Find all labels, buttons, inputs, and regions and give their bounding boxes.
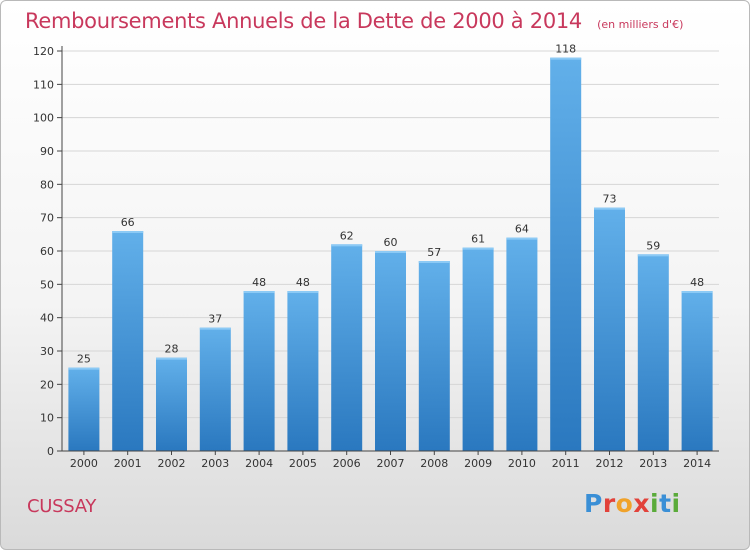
bar	[462, 247, 494, 451]
logo-letter: x	[633, 489, 650, 518]
x-tick-label: 2006	[333, 457, 361, 470]
label-layer: 25 66 28 37 48 48 62 60 57 61 64 118 73 59 48	[77, 43, 704, 366]
proxiti-logo: Proxiti	[584, 489, 681, 518]
bar-cap	[681, 291, 713, 293]
data-label: 48	[690, 276, 704, 289]
x-tick-label: 2002	[158, 457, 186, 470]
bar-cap	[375, 251, 406, 253]
bar-cap	[594, 207, 625, 210]
x-tick-label: 2005	[289, 457, 317, 470]
y-tick-label: 110	[33, 78, 54, 91]
bar	[594, 207, 625, 451]
x-tick-label: 2014	[683, 457, 711, 470]
bar-cap	[637, 254, 669, 257]
logo-letter: r	[602, 489, 616, 518]
x-tick-label: 2012	[596, 457, 624, 470]
data-label: 37	[208, 313, 222, 326]
y-tick-label: 50	[40, 278, 54, 291]
data-label: 61	[471, 233, 485, 246]
x-tick-label: 2007	[377, 457, 405, 470]
logo-letter: i	[650, 489, 660, 518]
data-label: 62	[340, 229, 354, 242]
bar	[68, 367, 100, 451]
bar	[156, 357, 187, 451]
x-tick-label: 2011	[552, 457, 580, 470]
logo-letter: i	[671, 489, 681, 518]
data-label: 48	[252, 276, 266, 289]
city-name: CUSSAY	[27, 496, 97, 517]
x-tick-label: 2003	[201, 457, 229, 470]
data-label: 28	[165, 343, 179, 356]
x-tick-label: 2004	[245, 457, 273, 470]
bar-cap	[550, 57, 582, 60]
logo-letter: t	[659, 489, 672, 518]
y-tick-label: 0	[47, 445, 54, 458]
bar	[331, 244, 363, 451]
data-label: 66	[121, 216, 135, 229]
bar	[287, 291, 319, 451]
data-label: 59	[646, 239, 660, 252]
logo-letter: P	[584, 489, 603, 518]
bar	[243, 291, 275, 451]
data-label: 48	[296, 276, 310, 289]
data-label: 73	[603, 193, 617, 206]
x-tick-label: 2000	[70, 457, 98, 470]
axis-layer: 0 10 20 30 40 50 60 70 80 90 100 110 120 2000 2001 2002…	[33, 45, 719, 470]
logo-letter: o	[615, 489, 634, 518]
x-tick-label: 2008	[420, 457, 448, 470]
chart-title: Remboursements Annuels de la Dette de 20…	[25, 9, 582, 33]
y-tick-label: 40	[40, 312, 54, 325]
y-tick-label: 10	[40, 412, 54, 425]
y-tick-label: 90	[40, 145, 54, 158]
x-tick-label: 2001	[114, 457, 142, 470]
data-label: 118	[555, 43, 576, 56]
bar-cap	[287, 291, 319, 293]
data-label: 64	[515, 223, 529, 236]
data-label: 60	[384, 236, 398, 249]
bar	[506, 237, 538, 451]
y-tick-label: 120	[33, 45, 54, 58]
bar-cap	[462, 247, 494, 250]
x-tick-label: 2009	[464, 457, 492, 470]
bar-cap	[243, 291, 275, 293]
title-row: Remboursements Annuels de la Dette de 20…	[25, 9, 683, 33]
y-tick-label: 100	[33, 112, 54, 125]
bar	[550, 57, 582, 452]
y-tick-label: 20	[40, 378, 54, 391]
bar-cap	[331, 244, 363, 247]
data-label: 57	[427, 246, 441, 259]
bar-cap	[199, 327, 231, 330]
bar-cap	[156, 357, 187, 360]
bar	[418, 261, 450, 451]
y-tick-label: 70	[40, 212, 54, 225]
bar-layer	[68, 57, 713, 452]
y-tick-label: 80	[40, 178, 54, 191]
bar	[375, 251, 406, 451]
x-tick-label: 2010	[508, 457, 536, 470]
x-tick-label: 2013	[639, 457, 667, 470]
bar	[112, 231, 144, 451]
bar	[199, 327, 231, 451]
bar	[681, 291, 713, 451]
chart-unit: (en milliers d'€)	[597, 18, 684, 31]
data-label: 25	[77, 353, 91, 366]
y-tick-label: 60	[40, 245, 54, 258]
bar-cap	[418, 261, 450, 263]
bar-cap	[112, 231, 144, 233]
bar	[637, 254, 669, 451]
bar-cap	[68, 367, 100, 370]
y-tick-label: 30	[40, 345, 54, 358]
bar-cap	[506, 237, 538, 240]
